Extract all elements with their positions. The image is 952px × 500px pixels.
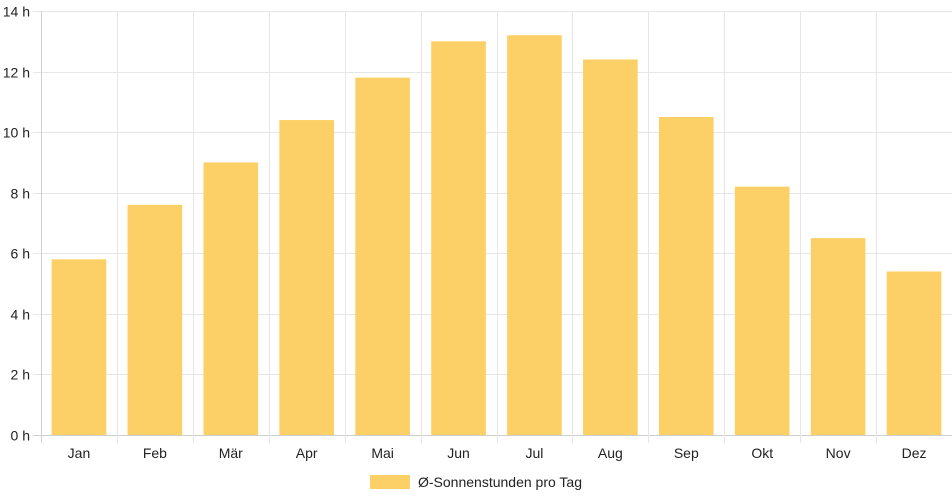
x-tick-label: Jul [526, 445, 544, 461]
bar-sep[interactable] [658, 117, 714, 435]
legend-label[interactable]: Ø-Sonnenstunden pro Tag [418, 474, 582, 490]
x-tick-label: Okt [751, 445, 773, 461]
y-tick-label: 12 h [3, 65, 30, 81]
y-axis-ticks: 0 h 2 h 4 h 6 h 8 h 10 h 12 h 14 h [3, 4, 30, 444]
x-axis-ticks: Jan Feb Mär Apr Mai Jun Jul Aug Sep Okt Nov Dez [68, 445, 927, 461]
bar-mai[interactable] [355, 77, 410, 435]
y-tick-label: 4 h [11, 307, 30, 323]
bar-dez[interactable] [886, 271, 942, 435]
x-tick-label: Feb [143, 445, 167, 461]
x-tick-label: Nov [826, 445, 851, 461]
legend-swatch[interactable] [370, 475, 410, 489]
x-tick-label: Jan [68, 445, 91, 461]
y-tick-label: 8 h [11, 186, 30, 202]
bar-feb[interactable] [127, 204, 183, 435]
x-tick-label: Dez [902, 445, 927, 461]
bars [51, 35, 942, 436]
x-tick-label: Mai [371, 445, 394, 461]
y-tick-label: 0 h [11, 428, 30, 444]
x-tick-label: Apr [296, 445, 318, 461]
grid [33, 11, 952, 443]
legend[interactable]: Ø-Sonnenstunden pro Tag [370, 474, 582, 490]
y-tick-label: 14 h [3, 4, 30, 20]
y-tick-label: 2 h [11, 367, 30, 383]
bar-apr[interactable] [279, 120, 335, 436]
x-tick-label: Sep [674, 445, 699, 461]
bar-nov[interactable] [810, 238, 866, 435]
bar-jun[interactable] [431, 41, 486, 436]
bar-aug[interactable] [583, 59, 638, 435]
bar-jan[interactable] [51, 259, 107, 435]
x-tick-label: Mär [219, 445, 243, 461]
bar-jul[interactable] [507, 35, 562, 435]
x-tick-label: Aug [598, 445, 623, 461]
bar-mär[interactable] [203, 162, 259, 435]
y-tick-label: 10 h [3, 125, 30, 141]
y-tick-label: 6 h [11, 246, 30, 262]
x-tick-label: Jun [447, 445, 470, 461]
bar-okt[interactable] [734, 186, 790, 435]
